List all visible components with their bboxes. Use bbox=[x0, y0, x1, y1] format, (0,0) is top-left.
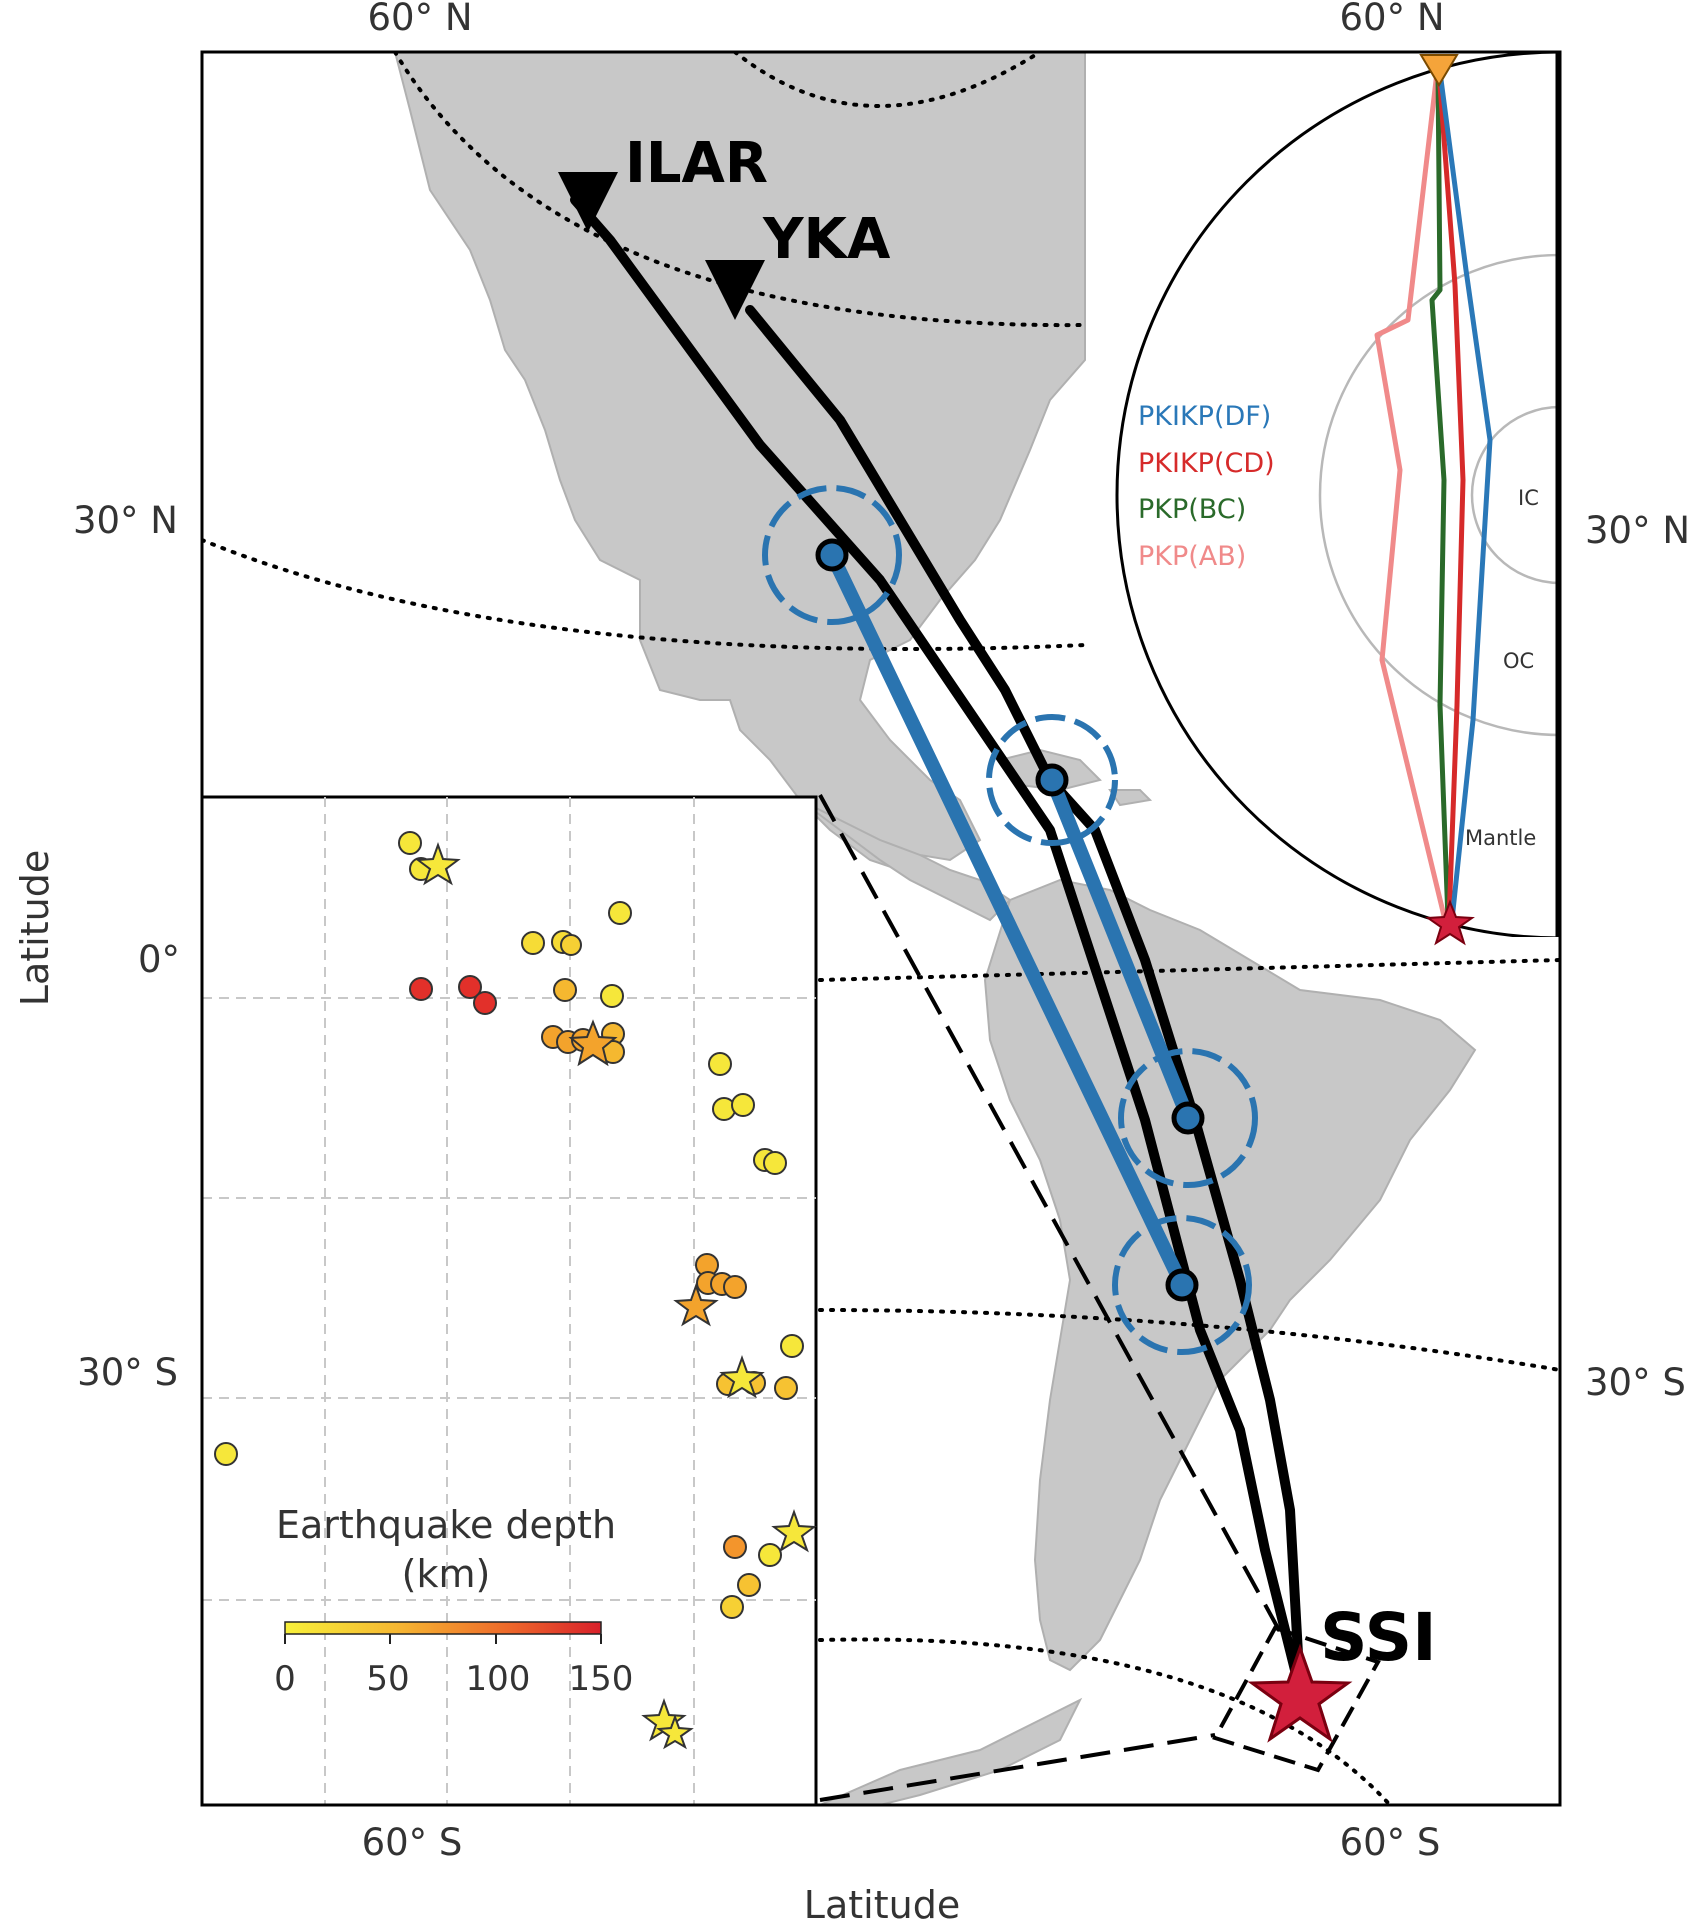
colorbar-tick-marks bbox=[284, 1634, 602, 1644]
source-label: SSI bbox=[1320, 1599, 1437, 1676]
pierce-point-circles bbox=[762, 485, 1258, 1355]
station-yka-triangle bbox=[705, 260, 765, 320]
earthquake-event bbox=[521, 931, 545, 955]
phase-line-ab bbox=[1374, 71, 1448, 921]
ray-paths bbox=[570, 195, 1305, 1695]
label-right-30s: 30° S bbox=[1585, 1361, 1686, 1404]
depth-inset: Earthquake depth (km) 0 50 100 150 bbox=[200, 795, 818, 1807]
station-ilar-triangle bbox=[558, 172, 618, 232]
colorbar-tick-50: 50 bbox=[366, 1659, 409, 1699]
pierce-point bbox=[1171, 1101, 1205, 1135]
core-segment-yka bbox=[1045, 773, 1195, 1125]
colorbar-tick-150: 150 bbox=[569, 1659, 634, 1699]
earthquake-event bbox=[553, 978, 577, 1002]
colorbar-title-line2: (km) bbox=[402, 1552, 491, 1596]
pierce-point bbox=[1165, 1268, 1199, 1302]
label-bottom-right-60s: 60° S bbox=[1340, 1821, 1441, 1864]
label-left-0: 0° bbox=[138, 938, 180, 981]
earthquake-event bbox=[737, 1573, 761, 1597]
depth-inset-grid bbox=[202, 797, 816, 1805]
pierce-point bbox=[815, 538, 849, 572]
phase-inset: PKIKP(DF) PKIKP(CD) PKP(BC) PKP(AB) IC O… bbox=[1115, 52, 1560, 946]
earthquake-event bbox=[763, 1151, 787, 1175]
colorbar-tick-0: 0 bbox=[274, 1659, 296, 1699]
ray-path-ilar bbox=[570, 195, 1305, 1695]
earthquake-event bbox=[723, 1535, 747, 1559]
earthquake-event bbox=[600, 984, 624, 1008]
core-segments bbox=[825, 548, 1195, 1292]
earthquake-event bbox=[723, 1275, 747, 1299]
earthquake-event bbox=[758, 1543, 782, 1567]
earthquake-event bbox=[458, 975, 482, 999]
phase-label-mantle: Mantle bbox=[1465, 826, 1536, 850]
label-left-30n: 30° N bbox=[73, 499, 178, 542]
label-bottom-left-60s: 60° S bbox=[362, 1821, 463, 1864]
earthquake-event bbox=[708, 1052, 732, 1076]
earthquake-event bbox=[409, 977, 433, 1001]
core-segment-ilar bbox=[825, 548, 1189, 1292]
label-top-right-60n: 60° N bbox=[1339, 0, 1444, 39]
earthquake-event bbox=[473, 991, 497, 1015]
earthquake-event bbox=[398, 831, 422, 855]
label-top-left-60n: 60° N bbox=[367, 0, 472, 39]
phase-legend-ab: PKP(AB) bbox=[1138, 541, 1246, 572]
phase-legend-df: PKIKP(DF) bbox=[1138, 401, 1271, 432]
phase-station-triangle bbox=[1419, 54, 1459, 87]
inset-connectors bbox=[818, 794, 1292, 1802]
phase-line-bc bbox=[1429, 71, 1451, 921]
land-south-america bbox=[983, 878, 1477, 1672]
earthquake-event bbox=[774, 1376, 798, 1400]
pierce-points bbox=[815, 538, 1205, 1302]
earthquake-event bbox=[780, 1334, 804, 1358]
earthquake-star bbox=[719, 1355, 765, 1399]
earthquake-star bbox=[568, 1019, 618, 1067]
phase-line-df bbox=[1437, 71, 1493, 921]
label-left-30s: 30° S bbox=[77, 1351, 178, 1394]
map-frame bbox=[200, 50, 1562, 1807]
source-region-box bbox=[1212, 1625, 1381, 1773]
earthquake-event bbox=[560, 934, 582, 956]
label-right-30n: 30° N bbox=[1585, 509, 1690, 552]
earthquake-star bbox=[673, 1283, 719, 1327]
phase-label-oc: OC bbox=[1503, 649, 1534, 673]
phase-source-star-icon bbox=[1425, 899, 1475, 946]
earthquake-star bbox=[656, 1714, 694, 1750]
phase-ray-lines bbox=[1374, 71, 1493, 921]
phase-line-cd bbox=[1436, 71, 1466, 921]
y-axis-title: Latitude bbox=[13, 850, 57, 1006]
colorbar-tick-100: 100 bbox=[466, 1659, 531, 1699]
station-ilar-label: ILAR bbox=[625, 131, 768, 196]
earthquake-event bbox=[608, 901, 632, 925]
phase-label-ic: IC bbox=[1518, 486, 1539, 510]
source-star-icon bbox=[1247, 1643, 1353, 1743]
colorbar bbox=[284, 1621, 602, 1635]
earthquake-event bbox=[731, 1093, 755, 1117]
earthquake-star-markers bbox=[415, 842, 817, 1750]
land-antarctic-peninsula bbox=[819, 1697, 1083, 1805]
ray-path-yka bbox=[745, 305, 1305, 1695]
earthquake-star bbox=[415, 842, 461, 886]
station-yka-label: YKA bbox=[762, 207, 891, 272]
earthquake-star bbox=[771, 1509, 817, 1553]
earthquake-event bbox=[214, 1442, 238, 1466]
earthquake-event bbox=[720, 1595, 744, 1619]
x-axis-title: Latitude bbox=[804, 1883, 960, 1926]
outer-axis-labels: 60° N 60° N 30° N 30° N 0° 30° S 30° S 6… bbox=[73, 0, 1690, 1864]
phase-legend-cd: PKIKP(CD) bbox=[1138, 448, 1275, 479]
colorbar-title-line1: Earthquake depth bbox=[276, 1503, 616, 1547]
pierce-point bbox=[1035, 763, 1069, 797]
phase-legend-bc: PKP(BC) bbox=[1138, 494, 1246, 525]
